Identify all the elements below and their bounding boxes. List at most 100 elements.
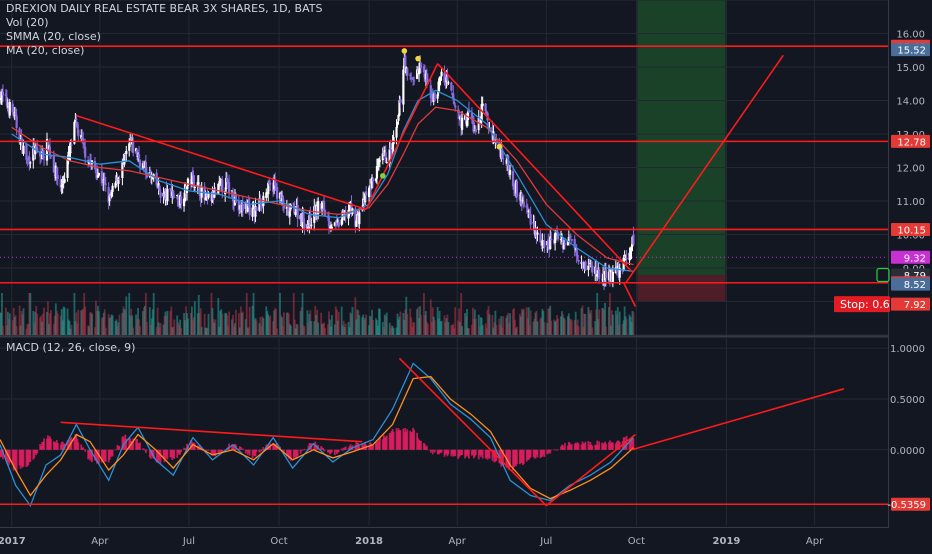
volume-bar bbox=[210, 293, 213, 335]
candle-body bbox=[281, 196, 285, 203]
price-tick-label: 12.00 bbox=[896, 164, 925, 175]
volume-bar bbox=[342, 320, 345, 335]
volume-bar bbox=[460, 293, 463, 335]
volume-bar bbox=[218, 327, 221, 335]
volume-bar bbox=[7, 318, 10, 335]
candle-body bbox=[75, 119, 78, 121]
macd-histogram-bar bbox=[2, 449, 4, 460]
candle-body bbox=[260, 205, 263, 207]
volume-bar bbox=[84, 306, 87, 335]
candle-body bbox=[182, 198, 186, 207]
candle-body bbox=[555, 228, 559, 234]
volume-bar bbox=[330, 315, 333, 335]
volume-bar bbox=[444, 322, 447, 335]
candle-body bbox=[625, 258, 628, 260]
signal-marker bbox=[415, 55, 421, 62]
macd-histogram-bar bbox=[361, 443, 364, 450]
macd-histogram-bar bbox=[55, 439, 58, 450]
volume-bar bbox=[350, 313, 353, 335]
macd-histogram-bar bbox=[539, 449, 542, 459]
candle-body bbox=[395, 127, 398, 138]
volume-bar bbox=[231, 319, 233, 335]
macd-histogram-bar bbox=[211, 449, 214, 456]
volume-bar bbox=[320, 312, 323, 335]
volume-bar bbox=[0, 312, 2, 335]
legend-vol[interactable]: Vol (20) bbox=[6, 16, 49, 29]
volume-bar bbox=[343, 326, 346, 335]
macd-histogram-bar bbox=[614, 443, 617, 450]
volume-bar bbox=[303, 326, 306, 335]
macd-histogram-bar bbox=[191, 442, 194, 450]
macd-histogram-bar bbox=[231, 444, 233, 450]
macd-histogram-bar bbox=[73, 437, 76, 450]
volume-bar bbox=[335, 309, 338, 335]
macd-histogram-bar bbox=[605, 443, 607, 450]
volume-bar bbox=[631, 311, 634, 335]
volume-bar bbox=[248, 306, 251, 335]
macd-histogram-bar bbox=[516, 449, 518, 465]
volume-bar bbox=[603, 309, 605, 335]
legend-macd[interactable]: MACD (12, 26, close, 9) bbox=[6, 341, 136, 354]
volume-bar bbox=[598, 309, 601, 335]
volume-bar bbox=[316, 309, 319, 335]
macd-histogram-bar bbox=[594, 444, 597, 450]
volume-bar bbox=[576, 319, 579, 335]
candle-body bbox=[302, 211, 305, 223]
candle-body bbox=[450, 82, 453, 91]
macd-histogram-bar bbox=[142, 448, 144, 450]
macd-histogram-bar bbox=[111, 449, 114, 457]
macd-histogram-bar bbox=[329, 449, 331, 455]
volume-bar bbox=[292, 293, 295, 335]
candle-body bbox=[502, 158, 505, 160]
volume-bar bbox=[288, 323, 291, 335]
volume-bar bbox=[377, 325, 379, 335]
volume-bar bbox=[118, 314, 121, 335]
candle-body bbox=[575, 248, 578, 257]
macd-histogram-bar bbox=[631, 438, 634, 450]
candle-body bbox=[36, 147, 39, 152]
macd-histogram-bar bbox=[15, 449, 18, 472]
volume-bar bbox=[501, 327, 504, 335]
volume-bar bbox=[306, 310, 309, 335]
macd-histogram-bar bbox=[515, 449, 517, 467]
macd-histogram-bar bbox=[101, 449, 104, 461]
volume-bar bbox=[234, 323, 236, 335]
volume-bar bbox=[553, 319, 556, 335]
candle-body bbox=[621, 270, 624, 272]
macd-histogram-bar bbox=[103, 449, 106, 461]
macd-histogram-bar bbox=[210, 449, 213, 455]
volume-bar bbox=[144, 293, 147, 335]
volume-bar bbox=[481, 325, 484, 335]
legend-smma[interactable]: SMMA (20, close) bbox=[6, 30, 101, 43]
macd-histogram-bar bbox=[344, 446, 347, 450]
volume-bar bbox=[151, 309, 154, 335]
macd-histogram-bar bbox=[534, 449, 537, 459]
macd-histogram-bar bbox=[14, 449, 17, 469]
volume-bar bbox=[597, 319, 600, 335]
legend-ma[interactable]: MA (20, close) bbox=[6, 44, 85, 57]
macd-histogram-bar bbox=[584, 441, 587, 450]
macd-histogram-bar bbox=[417, 438, 419, 450]
candle-body bbox=[117, 177, 120, 184]
macd-histogram-bar bbox=[320, 446, 323, 450]
volume-bar bbox=[227, 325, 230, 335]
macd-histogram-bar bbox=[178, 449, 181, 455]
macd-histogram-bar bbox=[500, 449, 503, 467]
stop-label-bg bbox=[834, 296, 890, 313]
time-tick-label: Apr bbox=[806, 536, 824, 547]
volume-bar bbox=[272, 321, 275, 335]
macd-histogram-bar bbox=[322, 448, 324, 450]
candle-body bbox=[269, 183, 272, 185]
volume-bar bbox=[564, 319, 566, 335]
volume-bar bbox=[594, 321, 597, 335]
candle-body bbox=[84, 146, 87, 158]
macd-histogram-bar bbox=[445, 449, 448, 454]
macd-histogram-bar bbox=[169, 449, 172, 458]
macd-histogram-bar bbox=[337, 449, 340, 453]
volume-bar bbox=[177, 322, 180, 335]
macd-histogram-bar bbox=[395, 428, 398, 450]
volume-bar bbox=[574, 311, 577, 335]
macd-histogram-bar bbox=[471, 449, 474, 455]
volume-bar bbox=[411, 327, 414, 335]
